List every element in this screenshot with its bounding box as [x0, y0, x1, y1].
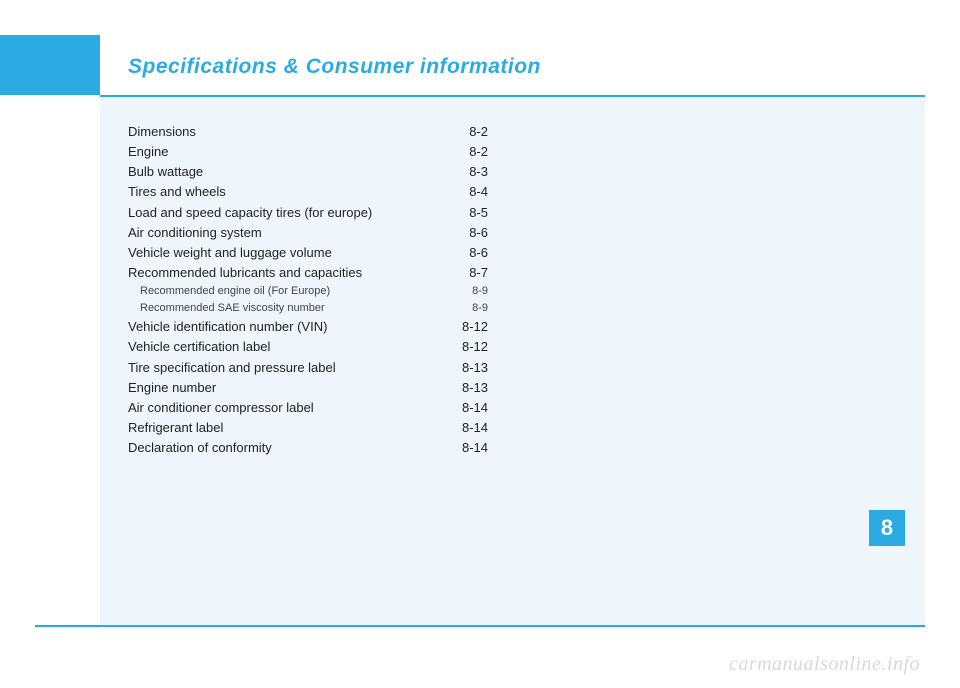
toc-page: 8-14 — [462, 418, 488, 438]
table-of-contents: Dimensions 8-2 Engine 8-2 Bulb wattage 8… — [128, 122, 488, 458]
toc-item: Air conditioner compressor label 8-14 — [128, 398, 488, 418]
toc-item: Engine number 8-13 — [128, 378, 488, 398]
toc-subitem: Recommended engine oil (For Europe) 8-9 — [128, 283, 488, 300]
toc-label: Recommended SAE viscosity number — [140, 300, 325, 317]
toc-item: Bulb wattage 8-3 — [128, 162, 488, 182]
toc-page: 8-6 — [469, 223, 488, 243]
toc-page: 8-13 — [462, 358, 488, 378]
toc-label: Engine — [128, 142, 168, 162]
toc-page: 8-9 — [472, 283, 488, 300]
toc-item: Tires and wheels 8-4 — [128, 182, 488, 202]
divider-top — [100, 95, 925, 97]
toc-item: Tire specification and pressure label 8-… — [128, 358, 488, 378]
page: Specifications & Consumer information Di… — [0, 0, 960, 688]
toc-page: 8-3 — [469, 162, 488, 182]
toc-item: Refrigerant label 8-14 — [128, 418, 488, 438]
divider-bottom — [35, 625, 925, 627]
toc-page: 8-12 — [462, 337, 488, 357]
toc-item: Vehicle weight and luggage volume 8-6 — [128, 243, 488, 263]
toc-page: 8-2 — [469, 142, 488, 162]
toc-label: Tire specification and pressure label — [128, 358, 336, 378]
toc-item: Recommended lubricants and capacities 8-… — [128, 263, 488, 283]
toc-label: Declaration of conformity — [128, 438, 272, 458]
toc-label: Dimensions — [128, 122, 196, 142]
section-tab — [0, 35, 100, 95]
page-title: Specifications & Consumer information — [128, 55, 541, 79]
toc-page: 8-12 — [462, 317, 488, 337]
toc-page: 8-14 — [462, 398, 488, 418]
toc-label: Vehicle identification number (VIN) — [128, 317, 327, 337]
toc-label: Load and speed capacity tires (for europ… — [128, 203, 372, 223]
toc-page: 8-4 — [469, 182, 488, 202]
toc-label: Vehicle certification label — [128, 337, 270, 357]
chapter-badge: 8 — [869, 510, 905, 546]
toc-label: Recommended engine oil (For Europe) — [140, 283, 330, 300]
toc-item: Dimensions 8-2 — [128, 122, 488, 142]
toc-label: Engine number — [128, 378, 216, 398]
toc-page: 8-9 — [472, 300, 488, 317]
toc-label: Recommended lubricants and capacities — [128, 263, 362, 283]
watermark: carmanualsonline.info — [729, 653, 920, 676]
toc-item: Vehicle identification number (VIN) 8-12 — [128, 317, 488, 337]
toc-label: Bulb wattage — [128, 162, 203, 182]
toc-item: Vehicle certification label 8-12 — [128, 337, 488, 357]
toc-page: 8-5 — [469, 203, 488, 223]
toc-label: Refrigerant label — [128, 418, 223, 438]
toc-label: Vehicle weight and luggage volume — [128, 243, 332, 263]
toc-item: Declaration of conformity 8-14 — [128, 438, 488, 458]
toc-page: 8-6 — [469, 243, 488, 263]
toc-page: 8-13 — [462, 378, 488, 398]
toc-page: 8-14 — [462, 438, 488, 458]
toc-label: Tires and wheels — [128, 182, 226, 202]
toc-page: 8-7 — [469, 263, 488, 283]
toc-item: Air conditioning system 8-6 — [128, 223, 488, 243]
toc-label: Air conditioning system — [128, 223, 262, 243]
toc-item: Engine 8-2 — [128, 142, 488, 162]
toc-item: Load and speed capacity tires (for europ… — [128, 203, 488, 223]
toc-label: Air conditioner compressor label — [128, 398, 314, 418]
toc-page: 8-2 — [469, 122, 488, 142]
toc-subitem: Recommended SAE viscosity number 8-9 — [128, 300, 488, 317]
